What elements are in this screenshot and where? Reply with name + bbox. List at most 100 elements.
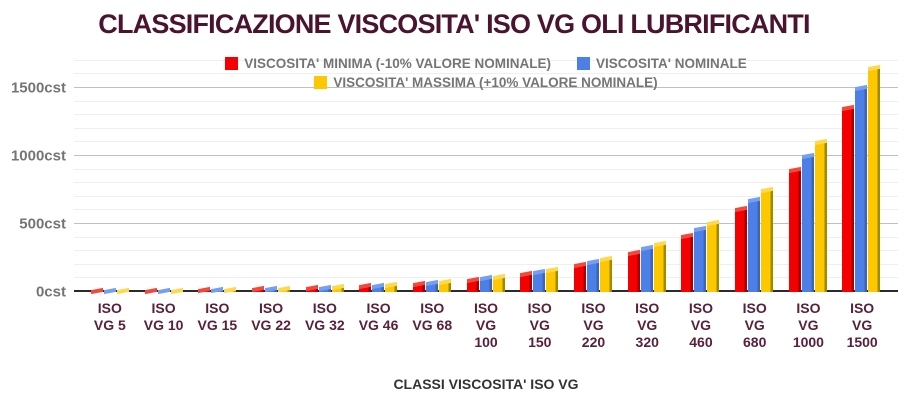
minor-gridline [74, 209, 898, 211]
x-tick-label-line: 220 [581, 334, 606, 350]
bar [264, 289, 277, 292]
bar [627, 252, 640, 292]
bar-group [673, 58, 727, 292]
bar-group [244, 58, 298, 292]
x-tick-label-line: VG 32 [304, 317, 345, 333]
x-tick-label-line: VG [583, 317, 604, 333]
x-tick-label: ISO VG 320 [620, 300, 674, 351]
bar-group [351, 58, 405, 292]
bar-group [512, 58, 566, 292]
bar [788, 169, 801, 292]
bar-group [620, 58, 674, 292]
x-tick-label-line: ISO [688, 300, 713, 316]
bar-group [137, 58, 191, 292]
x-tick-label-line: 100 [474, 334, 498, 350]
minor-gridline [74, 195, 898, 197]
x-axis-tick-labels: ISO VG 5 ISO VG 10 ISO VG 15 ISO VG 22 ISO VG 32 I… [83, 300, 889, 351]
bar [318, 287, 331, 292]
bar [599, 259, 612, 292]
minor-gridline [74, 114, 898, 116]
x-tick-label-line: VG 5 [93, 317, 126, 333]
bar [211, 289, 224, 292]
x-tick-label-line: VG 22 [251, 317, 291, 333]
legend-swatch-blue-icon [577, 57, 590, 70]
bar [103, 291, 116, 292]
x-tick-label-line: 1000 [792, 334, 824, 350]
bar [814, 142, 827, 292]
x-tick-label: ISO VG 1000 [782, 300, 836, 351]
y-tick-label: 0cst [35, 283, 66, 301]
y-tick-label: 1000cst [10, 147, 66, 165]
x-tick-label-line: ISO [97, 300, 122, 316]
bar [747, 199, 760, 292]
legend-swatch-red-icon [225, 57, 239, 70]
bar-group [459, 58, 513, 292]
legend-item-viscosita-massima: VISCOSITA' MASSIMA (+10% VALORE NOMINALE… [314, 75, 658, 90]
bar [868, 67, 881, 292]
bar [734, 208, 747, 292]
bar [425, 282, 438, 292]
minor-gridline [74, 141, 898, 143]
bar-group [566, 58, 620, 292]
bar [116, 291, 129, 292]
x-tick-label-line: ISO [635, 300, 660, 316]
major-gridline [74, 154, 898, 156]
bar [331, 287, 344, 292]
x-tick-label-line: VG 46 [358, 317, 399, 333]
x-tick-label: ISO VG 10 [137, 300, 191, 351]
bar [520, 273, 533, 292]
bar [640, 248, 653, 292]
minor-gridline [74, 168, 898, 170]
x-tick-label-line: VG 68 [412, 317, 453, 333]
minor-gridline [74, 250, 898, 252]
x-tick-label-line: VG 10 [143, 317, 184, 333]
bar [479, 278, 492, 292]
x-tick-label: ISO VG 15 [190, 300, 244, 351]
minor-gridline [74, 127, 898, 129]
legend-item-viscosita-minima: VISCOSITA' MINIMA (-10% VALORE NOMINALE) [225, 56, 551, 71]
minor-gridline [74, 100, 898, 102]
bar [170, 290, 183, 292]
bar [157, 290, 170, 292]
x-tick-label: ISO VG 5 [83, 300, 137, 351]
x-tick-label-line: VG [852, 317, 873, 333]
bar [144, 290, 157, 292]
x-tick-label-line: ISO [581, 300, 606, 316]
x-tick-label-line: VG [637, 317, 658, 333]
y-tick-label: 1500cst [10, 79, 66, 97]
x-tick-label: ISO VG 68 [405, 300, 459, 351]
x-tick-label-line: ISO [796, 300, 821, 316]
plot-area [74, 58, 898, 292]
bar [653, 244, 666, 292]
x-axis-title: CLASSI VISCOSITA' ISO VG [393, 376, 579, 392]
legend-item-viscosita-nominale: VISCOSITA' NOMINALE [577, 56, 747, 71]
x-tick-label-line: VG 15 [197, 317, 238, 333]
x-tick-label-line: ISO [312, 300, 337, 316]
x-tick-label-line: 320 [635, 334, 659, 350]
bar [586, 262, 599, 292]
x-tick-label-line: 1500 [846, 334, 878, 350]
bar [359, 286, 372, 292]
bar [385, 285, 398, 292]
x-tick-label-line: VG [529, 317, 550, 333]
bar [372, 285, 385, 292]
legend-label-viscosita-massima: VISCOSITA' MASSIMA (+10% VALORE NOMINALE… [333, 75, 658, 90]
y-axis: 0cst 500cst 1000cst 1500cst [0, 58, 66, 300]
x-tick-label: ISO VG 22 [244, 300, 298, 351]
bar [492, 277, 505, 292]
major-gridline [74, 222, 898, 224]
bar [533, 271, 546, 292]
bar [760, 190, 773, 292]
x-tick-label-line: ISO [527, 300, 552, 316]
bar [681, 235, 694, 292]
bar [277, 288, 290, 292]
y-tick-label: 500cst [19, 215, 66, 233]
x-tick-label: ISO VG 220 [567, 300, 621, 351]
minor-gridline [74, 73, 898, 75]
bar [305, 288, 318, 292]
bar-group [781, 58, 835, 292]
bar [801, 155, 814, 292]
x-tick-label-line: ISO [259, 300, 284, 316]
x-tick-label: ISO VG 32 [298, 300, 352, 351]
